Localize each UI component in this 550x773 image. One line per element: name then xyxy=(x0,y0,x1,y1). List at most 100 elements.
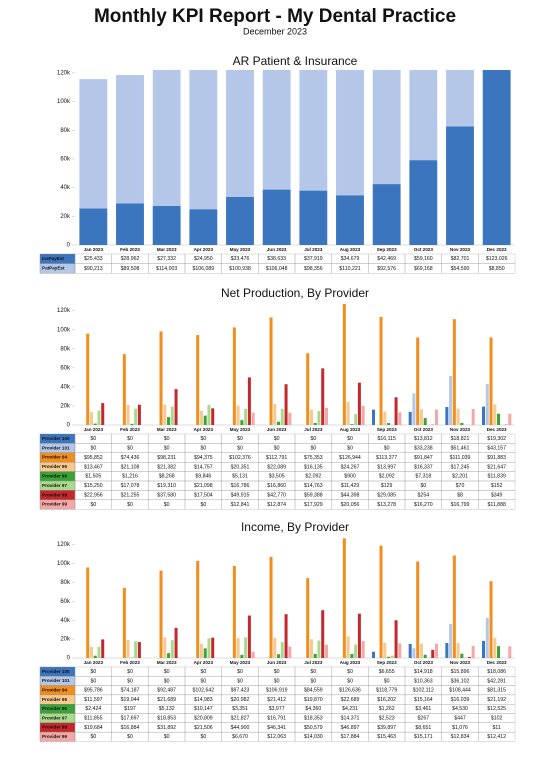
bar xyxy=(313,423,317,425)
bar xyxy=(251,412,255,425)
table-value: $0 xyxy=(127,734,133,740)
table-value: $12,525 xyxy=(487,706,506,712)
table-value: $0 xyxy=(164,445,170,451)
table-value: $197 xyxy=(124,706,136,712)
table-value: $21,098 xyxy=(194,483,213,489)
bar xyxy=(86,333,90,425)
x-tick-label: Apr 2023 xyxy=(194,247,214,252)
bar xyxy=(89,412,93,425)
table-value: $1,076 xyxy=(452,725,468,731)
table-value: $1,262 xyxy=(379,706,395,712)
bar-segment xyxy=(336,195,364,245)
table-value: $0 xyxy=(164,669,170,675)
table-value: $108,444 xyxy=(449,688,471,694)
table-value: $112,791 xyxy=(266,455,287,461)
table-value: $0 xyxy=(164,734,170,740)
table-value: $0 xyxy=(164,436,170,442)
bar xyxy=(508,646,512,658)
bar xyxy=(317,640,321,658)
bar xyxy=(232,565,236,658)
table-value: $16,202 xyxy=(377,697,396,703)
table-value: $21,689 xyxy=(157,697,176,703)
bar xyxy=(211,408,215,425)
bar xyxy=(445,407,449,425)
bar xyxy=(269,317,273,425)
y-tick-label: 100k xyxy=(57,99,71,105)
bar xyxy=(126,404,130,425)
bar xyxy=(379,316,383,425)
bar xyxy=(134,641,138,658)
bar xyxy=(508,413,512,425)
x-tick-label: Sep 2023 xyxy=(377,427,397,432)
table-value: $16,135 xyxy=(304,464,323,470)
bar xyxy=(317,410,321,425)
bar xyxy=(244,409,248,425)
bar xyxy=(497,413,501,425)
bar xyxy=(240,654,244,658)
bar xyxy=(482,640,486,658)
table-value: $28,962 xyxy=(121,256,140,262)
bar xyxy=(284,384,288,425)
y-tick-label: 120k xyxy=(57,542,71,548)
table-value: $254 xyxy=(418,492,430,498)
table-value: $20,982 xyxy=(231,697,250,703)
bar xyxy=(412,393,416,425)
bar xyxy=(467,656,471,658)
table-value: $18,086 xyxy=(487,669,506,675)
bar-segment xyxy=(116,75,144,204)
table-value: $98,231 xyxy=(157,455,176,461)
table-value: $2,201 xyxy=(452,474,468,480)
bar xyxy=(232,327,236,425)
table-value: $81,315 xyxy=(487,688,506,694)
bar xyxy=(207,404,211,425)
row-label: Provider 94 xyxy=(42,687,67,692)
row-label: Provider 101 xyxy=(42,445,70,450)
table-value: $0 xyxy=(310,445,316,451)
bar xyxy=(350,424,354,425)
x-tick-label: Jan 2023 xyxy=(84,660,104,665)
table-value: $106,919 xyxy=(266,688,288,694)
x-tick-label: Jul 2023 xyxy=(304,427,323,432)
bar xyxy=(449,623,453,658)
table-value: $2,523 xyxy=(379,716,395,722)
table-value: $106,089 xyxy=(193,266,215,272)
table-value: $123,026 xyxy=(486,256,508,262)
table-value: $84,559 xyxy=(304,688,323,694)
row-label: Provider 100 xyxy=(42,669,70,674)
table-value: $3,461 xyxy=(415,706,431,712)
table-value: $15,896 xyxy=(451,669,470,675)
table-value: $21,382 xyxy=(157,464,176,470)
table-value: $12,063 xyxy=(267,734,286,740)
table-value: $0 xyxy=(347,678,353,684)
bar xyxy=(485,618,489,658)
table-value: $5,132 xyxy=(159,706,175,712)
table-value: $11,597 xyxy=(84,697,102,703)
table-value: $0 xyxy=(90,669,96,675)
table-value: $97,423 xyxy=(231,688,250,694)
table-cell xyxy=(478,263,516,274)
table-value: $54,590 xyxy=(451,266,470,272)
bar xyxy=(170,406,174,425)
table-value: $37,919 xyxy=(304,256,323,262)
bar-segment xyxy=(483,56,511,69)
table-value: $69,168 xyxy=(414,266,433,272)
y-tick-label: 20k xyxy=(60,214,71,220)
bar xyxy=(390,655,394,658)
table-cell xyxy=(478,499,516,510)
table-value: $11,839 xyxy=(487,474,505,480)
table-value: $37,580 xyxy=(157,492,176,498)
table-value: $46,897 xyxy=(341,725,360,731)
bar xyxy=(387,423,391,425)
bar xyxy=(101,403,105,425)
table-value: $4,360 xyxy=(305,706,321,712)
table-value: $8,268 xyxy=(159,474,175,480)
x-tick-label: Jul 2023 xyxy=(304,247,323,252)
bar xyxy=(93,423,97,425)
bar-segment xyxy=(152,70,181,206)
x-tick-label: Nov 2023 xyxy=(450,660,471,665)
table-value: $0 xyxy=(310,678,316,684)
table-value: $8,651 xyxy=(415,725,431,731)
bar-segment xyxy=(482,70,511,245)
table-value: $0 xyxy=(347,436,353,442)
table-value: $11,888 xyxy=(487,502,505,508)
